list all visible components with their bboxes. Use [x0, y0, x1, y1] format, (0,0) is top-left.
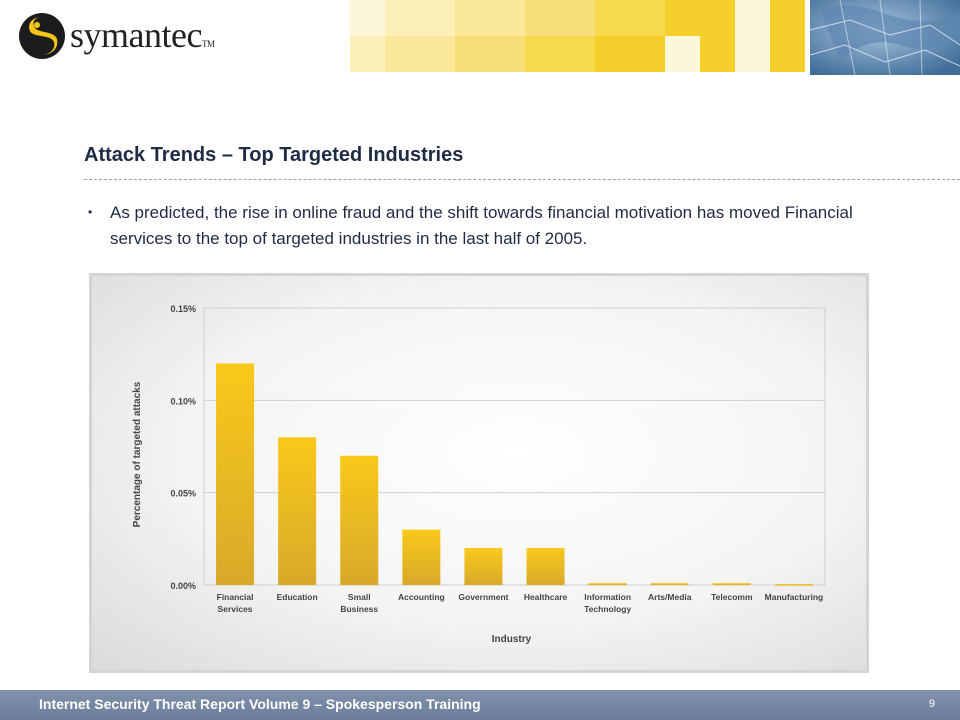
chart-frame: 0.00% 0.05% 0.10% 0.15% Financial Services Edu… — [89, 273, 869, 673]
slide-title: Attack Trends – Top Targeted Industries — [84, 144, 464, 166]
header-tile — [630, 36, 665, 72]
header-tile — [560, 0, 595, 36]
bar — [340, 455, 379, 585]
header-tile — [350, 36, 385, 72]
header-tile — [525, 0, 560, 36]
header-tile — [385, 36, 420, 72]
header-tile — [420, 0, 455, 36]
page-number: 9 — [928, 698, 935, 710]
header-tile — [665, 36, 700, 72]
symantec-logo-icon — [19, 13, 65, 59]
x-tick-label: Government — [458, 592, 508, 602]
header-tile — [665, 0, 700, 36]
footer-text: Internet Security Threat Report Volume 9… — [39, 696, 481, 712]
x-tick-label: Services — [218, 604, 253, 614]
header-tile — [700, 0, 735, 36]
bar — [402, 529, 441, 585]
y-tick-label: 0.15% — [170, 304, 196, 314]
bar — [526, 548, 565, 585]
x-tick-label: Healthcare — [524, 592, 568, 602]
y-tick-label: 0.00% — [170, 581, 196, 591]
x-tick-label: Telecomm — [711, 592, 753, 602]
bar — [712, 583, 751, 585]
header-tile — [560, 36, 595, 72]
x-tick-label: Accounting — [398, 592, 445, 602]
header-tile — [770, 0, 805, 36]
bar — [588, 583, 627, 585]
bar — [464, 548, 503, 585]
header-tile — [735, 36, 770, 72]
bullet-marker: • — [88, 205, 93, 219]
bar-chart: 0.00% 0.05% 0.10% 0.15% Financial Services Edu… — [132, 304, 826, 645]
header-tile — [385, 0, 420, 36]
x-tick-label: Business — [340, 604, 378, 614]
title-divider — [84, 179, 960, 180]
bar — [216, 363, 255, 585]
y-axis-label: Percentage of targeted attacks — [132, 381, 143, 527]
x-tick-label: Manufacturing — [765, 592, 824, 602]
header-tile — [595, 36, 630, 72]
header-tile — [595, 0, 630, 36]
x-axis-label: Industry — [492, 634, 532, 645]
x-tick-label: Education — [277, 592, 318, 602]
header-tile — [735, 0, 770, 36]
x-tick-label: Information — [584, 592, 631, 602]
header-tile — [420, 36, 455, 72]
x-tick-label: Arts/Media — [648, 592, 692, 602]
header-tile — [455, 0, 490, 36]
header-tile — [490, 0, 525, 36]
bar — [650, 583, 689, 585]
y-tick-label: 0.05% — [170, 489, 196, 499]
x-tick-label: Financial — [217, 592, 254, 602]
header-tile — [700, 36, 735, 72]
bar — [278, 437, 317, 585]
header-banner: symantecTM — [0, 0, 960, 75]
header-tile — [630, 0, 665, 36]
symantec-wordmark: symantecTM — [70, 15, 215, 55]
x-tick-label: Technology — [584, 604, 631, 614]
bullet-text: As predicted, the rise in online fraud a… — [110, 203, 853, 248]
footer-bar: Internet Security Threat Report Volume 9… — [0, 690, 960, 720]
globe-graphic-icon — [810, 0, 960, 75]
bar — [774, 584, 813, 586]
header-tile — [525, 36, 560, 72]
header-tile — [350, 0, 385, 36]
header-tile — [770, 36, 805, 72]
header-tile — [455, 36, 490, 72]
x-tick-label: Small — [348, 592, 371, 602]
header-tile — [490, 36, 525, 72]
y-tick-label: 0.10% — [170, 396, 196, 406]
